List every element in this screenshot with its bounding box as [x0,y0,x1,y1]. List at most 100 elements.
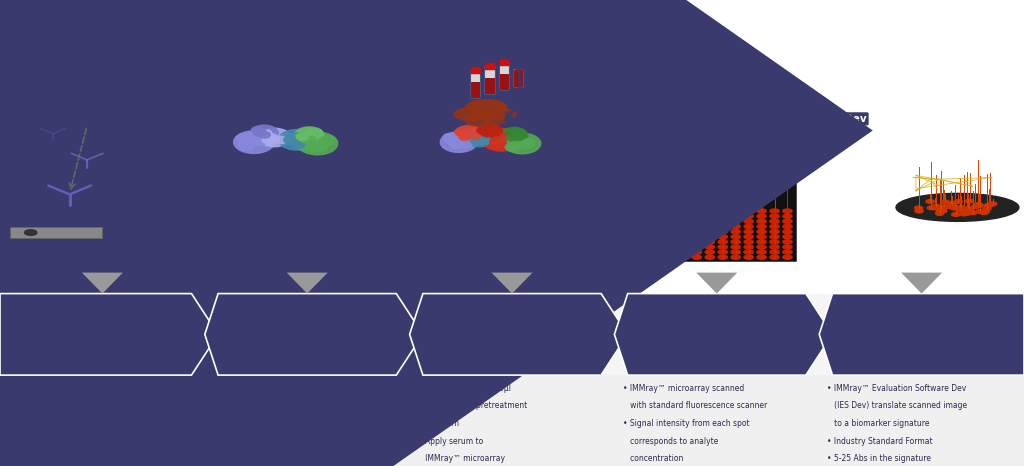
Circle shape [667,214,676,218]
Circle shape [931,206,939,210]
Ellipse shape [313,139,330,149]
Ellipse shape [237,134,252,143]
Circle shape [289,149,295,152]
Ellipse shape [28,184,49,191]
Circle shape [653,245,663,249]
Text: Biotinylation and application
of patient serum samples: Biotinylation and application of patient… [443,318,581,338]
Circle shape [770,250,779,254]
Ellipse shape [29,127,41,132]
Circle shape [757,245,766,249]
Circle shape [532,149,539,152]
Polygon shape [614,294,833,375]
Circle shape [328,164,334,167]
Text: IMMray™
Biomarker Signature Microarray: IMMray™ Biomarker Signature Microarray [845,318,998,338]
Circle shape [264,164,270,167]
Circle shape [731,214,740,218]
Text: (IES Dev) translate scanned image: (IES Dev) translate scanned image [827,401,968,410]
Ellipse shape [72,178,91,185]
Circle shape [519,186,526,189]
Bar [500,74,509,90]
Circle shape [744,229,754,234]
Text: Printing of scFv antibodies
on the microarray: Printing of scFv antibodies on the micro… [244,318,371,338]
Ellipse shape [480,129,490,135]
Circle shape [782,224,793,229]
Circle shape [757,255,766,259]
Ellipse shape [463,128,496,147]
Circle shape [494,171,500,174]
Circle shape [442,149,449,152]
Circle shape [481,178,487,181]
Circle shape [315,186,322,189]
Circle shape [545,164,551,167]
Ellipse shape [310,129,323,136]
Circle shape [494,149,500,152]
Circle shape [532,157,539,159]
Circle shape [679,234,688,239]
Ellipse shape [292,140,306,148]
Circle shape [328,157,334,159]
Circle shape [481,149,487,152]
Text: • Optimized microarray surface: • Optimized microarray surface [8,419,129,428]
Circle shape [251,171,257,174]
Circle shape [914,209,923,213]
Circle shape [757,240,766,244]
Circle shape [954,200,963,204]
Bar [10,227,102,238]
Bar [485,78,495,94]
Circle shape [302,186,308,189]
Circle shape [951,206,959,210]
Circle shape [302,178,308,181]
Circle shape [782,229,793,234]
Circle shape [276,142,283,144]
Circle shape [328,142,334,144]
Circle shape [641,224,649,229]
Ellipse shape [57,124,74,130]
Circle shape [519,178,526,181]
Text: IMMray™ Microarray technology: IMMray™ Microarray technology [12,12,303,30]
Ellipse shape [499,134,515,143]
Circle shape [653,250,663,254]
Bar [514,55,524,62]
Circle shape [494,178,500,181]
Ellipse shape [33,124,49,130]
Circle shape [481,157,487,159]
Circle shape [238,178,244,181]
Ellipse shape [54,124,66,128]
Circle shape [744,219,754,224]
Ellipse shape [511,130,521,136]
Circle shape [914,206,923,210]
Circle shape [641,245,649,249]
Circle shape [679,224,688,229]
Circle shape [692,224,701,229]
Circle shape [238,186,244,189]
Circle shape [289,186,295,189]
Circle shape [456,149,462,152]
Text: for binding scFv: for binding scFv [8,437,77,445]
Ellipse shape [244,133,259,142]
Circle shape [519,142,526,144]
Circle shape [276,164,283,167]
Circle shape [731,240,740,244]
Ellipse shape [502,134,518,143]
Circle shape [731,234,740,239]
Ellipse shape [300,134,315,144]
Ellipse shape [262,137,275,144]
Circle shape [340,178,346,181]
Circle shape [507,186,513,189]
Circle shape [545,157,551,159]
Circle shape [264,142,270,144]
Circle shape [706,234,715,239]
Ellipse shape [459,134,470,140]
Circle shape [315,178,322,181]
Circle shape [289,157,295,159]
Circle shape [744,224,754,229]
Circle shape [706,255,715,259]
Circle shape [667,240,676,244]
Circle shape [757,214,766,218]
Circle shape [494,186,500,189]
Circle shape [718,250,727,254]
Circle shape [744,255,754,259]
Circle shape [971,205,979,209]
Ellipse shape [253,130,264,136]
Polygon shape [901,273,942,294]
